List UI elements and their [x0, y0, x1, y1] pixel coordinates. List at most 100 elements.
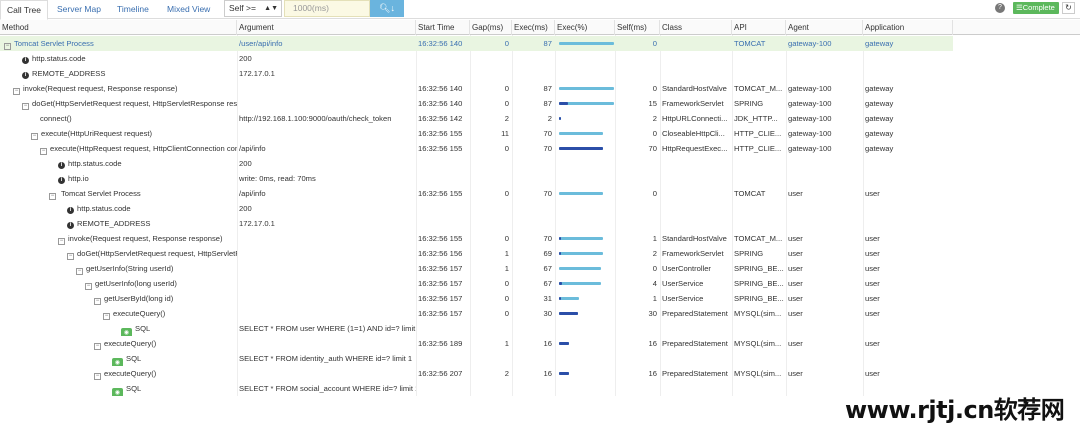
class-cell [662, 156, 732, 171]
tab-timeline[interactable]: Timeline [117, 4, 149, 14]
table-row[interactable]: − doGet(HttpServletRequest request, HttpS… [0, 96, 953, 111]
method-cell: − execute(HttpRequest request, HttpClient… [2, 141, 237, 156]
self-bar [559, 297, 561, 300]
table-row[interactable]: i REMOTE_ADDRESS 172.17.0.1 [0, 216, 953, 231]
collapse-toggle-icon[interactable]: − [22, 103, 29, 110]
table-row[interactable]: − executeQuery() 16:32:56 157 0 30 30 Prepared… [0, 306, 953, 321]
collapse-toggle-icon[interactable]: − [40, 148, 47, 155]
gap-cell: 2 [504, 114, 509, 123]
collapse-toggle-icon[interactable]: − [58, 238, 65, 245]
class-cell [662, 186, 732, 201]
filter-ms-input[interactable]: 1000(ms) [284, 0, 370, 17]
tab-call-tree[interactable]: Call Tree [0, 0, 49, 20]
collapse-toggle-icon[interactable]: − [103, 313, 110, 320]
collapse-toggle-icon[interactable]: − [49, 193, 56, 200]
column-divider [615, 35, 616, 396]
exec-percent-cell [557, 186, 615, 201]
column-header[interactable]: Agent [786, 20, 863, 35]
table-row[interactable]: − Tomcat Servlet Process/user/api/info 16:… [0, 36, 953, 51]
collapse-toggle-icon[interactable]: − [94, 373, 101, 380]
self-ms-cell [615, 351, 660, 366]
column-header[interactable]: Exec(%) [555, 20, 615, 35]
table-row[interactable]: − getUserById(long id) 16:32:56 157 0 31 1 Use… [0, 291, 953, 306]
tab-server-map[interactable]: Server Map [57, 4, 101, 14]
collapse-toggle-icon[interactable]: − [67, 253, 74, 260]
class-cell [662, 51, 732, 66]
api-cell [734, 51, 786, 66]
column-header[interactable]: Argument [237, 20, 416, 35]
column-divider [470, 35, 471, 396]
collapse-toggle-icon[interactable]: − [13, 88, 20, 95]
api-cell [734, 66, 786, 81]
collapse-toggle-icon[interactable]: − [4, 43, 11, 50]
table-row[interactable]: − executeQuery() 16:32:56 189 1 16 16 Prepared… [0, 336, 953, 351]
collapse-toggle-icon[interactable]: − [31, 133, 38, 140]
collapse-toggle-icon[interactable]: − [94, 343, 101, 350]
table-row[interactable]: − execute(HttpRequest request, HttpClient… [0, 141, 953, 156]
column-header[interactable]: Method [0, 20, 237, 35]
table-row[interactable]: ◉ SQL SELECT * FROM social_account WHERE i… [0, 381, 953, 396]
agent-cell [788, 321, 863, 336]
table-row[interactable]: i http.status.code 200 [0, 201, 953, 216]
column-header[interactable]: Exec(ms) [512, 20, 555, 35]
gap-cell [470, 66, 512, 81]
column-header[interactable]: Application [863, 20, 953, 35]
table-row[interactable]: − invoke(Request request, Response respon… [0, 231, 953, 246]
method-name: http.io [68, 174, 89, 183]
search-button[interactable]: 🔍︎↓ [370, 0, 404, 17]
agent-cell: user [788, 369, 803, 378]
exec-ms-cell: 30 [543, 309, 552, 318]
column-header[interactable]: Class [660, 20, 732, 35]
table-row[interactable]: ◉ SQL SELECT * FROM user WHERE (1=1) AND i… [0, 321, 953, 336]
self-ms-cell: 30 [648, 309, 657, 318]
table-row[interactable]: − doGet(HttpServletRequest request, HttpS… [0, 246, 953, 261]
collapse-toggle-icon[interactable]: − [76, 268, 83, 275]
table-row[interactable]: − getUserInfo(long userId) 16:32:56 157 0 67… [0, 276, 953, 291]
table-row[interactable]: − executeQuery() 16:32:56 207 2 16 16 Prepared… [0, 366, 953, 381]
table-row[interactable]: − getUserInfo(String userId) 16:32:56 157 1… [0, 261, 953, 276]
help-icon[interactable]: ? [995, 3, 1005, 13]
refresh-icon[interactable]: ↻ [1062, 2, 1075, 14]
table-row[interactable]: − execute(HttpUriRequest request) 16:32:56… [0, 126, 953, 141]
exec-percent-cell [557, 321, 615, 336]
application-cell [865, 51, 953, 66]
application-cell: user [865, 249, 880, 258]
agent-cell: user [788, 309, 803, 318]
column-header[interactable]: API [732, 20, 786, 35]
class-cell [662, 321, 732, 336]
complete-button[interactable]: ☰Complete [1013, 2, 1059, 14]
table-row[interactable]: connect() http://192.168.1.100:9000/oauth… [0, 111, 953, 126]
self-bar [559, 252, 561, 255]
collapse-toggle-icon[interactable]: − [94, 298, 101, 305]
column-divider [237, 35, 238, 396]
exec-percent-cell [557, 381, 615, 396]
exec-ms-cell [512, 51, 555, 66]
self-ms-cell: 16 [648, 369, 657, 378]
start-time-cell [418, 156, 470, 171]
agent-cell: gateway-100 [788, 129, 832, 138]
sql-database-icon: ◉ [121, 328, 132, 336]
table-row[interactable]: i http.io write: 0ms, read: 70ms [0, 171, 953, 186]
api-cell [734, 351, 786, 366]
table-row[interactable]: − invoke(Request request, Response respon… [0, 81, 953, 96]
tab-mixed-view[interactable]: Mixed View [167, 4, 211, 14]
table-row[interactable]: i http.status.code 200 [0, 156, 953, 171]
method-cell: − getUserInfo(String userId) [2, 261, 237, 276]
api-cell [734, 171, 786, 186]
application-cell: gateway [865, 99, 894, 108]
application-cell: gateway [865, 129, 894, 138]
table-row[interactable]: i REMOTE_ADDRESS 172.17.0.1 [0, 66, 953, 81]
column-header[interactable]: Gap(ms) [470, 20, 512, 35]
column-header[interactable]: Start Time [416, 20, 470, 35]
argument-cell: 172.17.0.1 [239, 219, 275, 228]
filter-select[interactable]: Self >= ▲▼ [224, 0, 282, 17]
table-row[interactable]: ◉ SQL SELECT * FROM identity_auth WHERE id… [0, 351, 953, 366]
collapse-toggle-icon[interactable]: − [85, 283, 92, 290]
table-row[interactable]: − Tomcat Servlet Process/api/info 16:32:5… [0, 186, 953, 201]
table-row[interactable]: i http.status.code 200 [0, 51, 953, 66]
table-header: Method Argument Start Time Gap(ms) Exec(ms) E… [0, 20, 1080, 35]
exec-bar [559, 267, 602, 270]
argument-cell [239, 291, 416, 306]
search-download-icon: 🔍︎↓ [379, 3, 395, 13]
column-header[interactable]: Self(ms) [615, 20, 660, 35]
